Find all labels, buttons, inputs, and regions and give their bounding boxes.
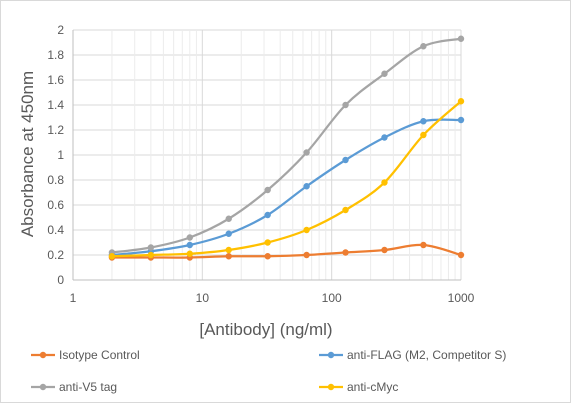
tick-labels: 0 0.2 0.4 0.6 0.8 1 1.2 1.4 1.6 1.8 2 1 10 100 1000 [47, 23, 474, 305]
data-point [225, 253, 232, 260]
data-point [420, 241, 427, 249]
data-point [264, 186, 271, 194]
x-tick-label: 10 [196, 291, 210, 305]
data-point [147, 251, 155, 259]
y-tick-label: 0.6 [47, 198, 64, 212]
y-axis-title: Absorbance at 450nm [18, 71, 37, 237]
data-point [225, 246, 232, 254]
data-point [303, 183, 310, 190]
series-line [111, 243, 462, 259]
legend-swatch-marker [327, 351, 335, 359]
data-point [342, 156, 349, 164]
x-tick-label: 1 [70, 291, 77, 305]
data-point [457, 116, 465, 124]
data-point [420, 118, 427, 125]
series-line [111, 37, 462, 254]
y-tick-label: 1.6 [47, 73, 64, 87]
data-point [457, 35, 465, 42]
y-tick-label: 0.2 [47, 248, 64, 262]
legend-item: anti-cMyc [319, 380, 398, 394]
data-point [457, 251, 465, 259]
legend-swatch-marker [39, 351, 47, 359]
data-point [342, 206, 349, 214]
data-point [264, 239, 271, 246]
legend-label: anti-V5 tag [59, 380, 117, 394]
x-axis-title: [Antibody] (ng/ml) [199, 320, 332, 339]
y-tick-label: 0.8 [47, 173, 64, 187]
series-lines [108, 35, 465, 261]
data-point [381, 246, 388, 254]
data-point [342, 101, 349, 109]
data-point [420, 43, 427, 50]
y-tick-label: 1 [57, 148, 64, 162]
y-tick-label: 1.2 [47, 123, 64, 137]
data-point [186, 234, 193, 241]
data-point [186, 241, 193, 249]
data-point [264, 253, 271, 260]
legend-label: anti-FLAG (M2, Competitor S) [347, 348, 506, 362]
series-line [111, 100, 462, 258]
legend: Isotype Control anti-FLAG (M2, Competitor… [31, 348, 506, 394]
legend-item: Isotype Control [31, 348, 140, 362]
data-point [303, 149, 310, 156]
data-point [381, 70, 388, 77]
x-tick-label: 1000 [448, 291, 475, 305]
data-point [225, 230, 232, 237]
data-point [186, 250, 193, 257]
series-2 [108, 35, 465, 256]
legend-swatch-marker [39, 383, 47, 391]
series-line [111, 118, 462, 257]
data-point [303, 226, 310, 234]
y-tick-label: 0.4 [47, 223, 64, 237]
data-point [381, 179, 388, 186]
legend-item: anti-FLAG (M2, Competitor S) [319, 348, 506, 362]
data-point [225, 215, 232, 222]
data-point [147, 244, 155, 251]
y-tick-label: 0 [57, 273, 64, 287]
series-3 [108, 98, 465, 260]
data-point [303, 251, 310, 259]
data-point [420, 131, 427, 139]
legend-swatch-marker [327, 383, 335, 391]
legend-label: Isotype Control [59, 348, 140, 362]
data-point [457, 98, 465, 105]
axes [72, 30, 461, 281]
data-point [342, 249, 349, 256]
y-tick-label: 2 [57, 23, 64, 37]
y-tick-label: 1.4 [47, 98, 64, 112]
legend-label: anti-cMyc [347, 380, 398, 394]
y-tick-label: 1.8 [47, 48, 64, 62]
x-tick-label: 100 [322, 291, 342, 305]
gridlines [73, 29, 462, 280]
legend-item: anti-V5 tag [31, 380, 117, 394]
data-point [108, 253, 116, 260]
data-point [264, 211, 271, 219]
data-point [381, 134, 388, 141]
